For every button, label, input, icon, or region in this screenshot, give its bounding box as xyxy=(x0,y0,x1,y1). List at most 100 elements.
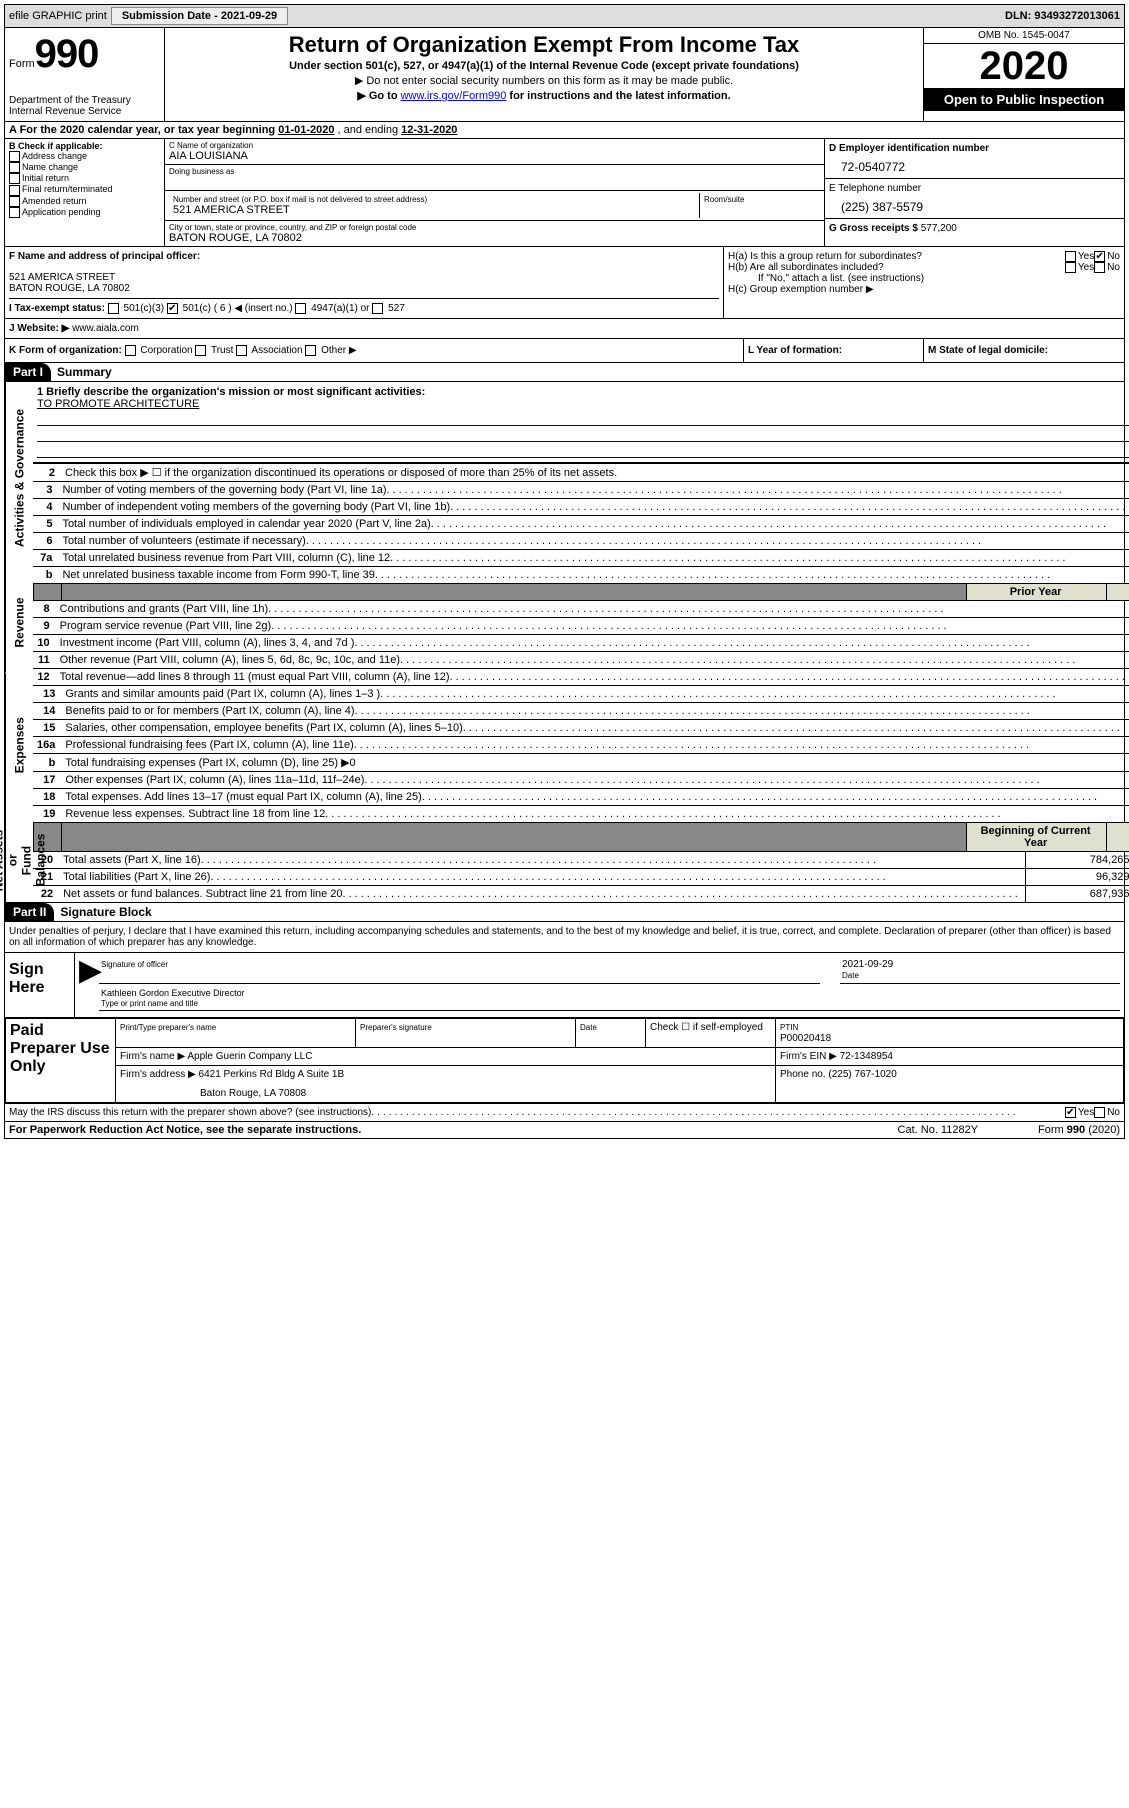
l-label: L Year of formation: xyxy=(748,345,842,356)
table-row: 9Program service revenue (Part VIII, lin… xyxy=(33,618,1129,635)
part2-tab: Part II xyxy=(5,903,54,921)
dln: DLN: 93493272013061 xyxy=(1005,10,1120,22)
vert-netassets: Net Assets orFund Balances xyxy=(5,818,33,902)
pra-notice: For Paperwork Reduction Act Notice, see … xyxy=(9,1124,361,1136)
firm-ein-label: Firm's EIN ▶ xyxy=(780,1051,840,1062)
cb-ha-no[interactable] xyxy=(1094,251,1105,262)
tax-exempt-label: I Tax-exempt status: xyxy=(9,303,105,314)
cb-address-change[interactable]: Address change xyxy=(9,151,160,162)
cb-final-return[interactable]: Final return/terminated xyxy=(9,184,160,195)
tax-year: 2020 xyxy=(924,44,1124,88)
cb-hb-yes[interactable] xyxy=(1065,262,1076,273)
sig-officer-label: Signature of officer xyxy=(101,960,168,969)
table-row: bNet unrelated business taxable income f… xyxy=(33,567,1129,584)
telephone: (225) 387-5579 xyxy=(829,194,1120,214)
sig-date: 2021-09-29 xyxy=(842,959,893,970)
ein: 72-0540772 xyxy=(829,154,1120,174)
col-prior: Prior Year xyxy=(967,584,1107,601)
mission-box: 1 Briefly describe the organization's mi… xyxy=(33,382,1129,463)
dba-label: Doing business as xyxy=(169,167,820,176)
type-label: Type or print name and title xyxy=(101,999,198,1008)
col-h: H(a) Is this a group return for subordin… xyxy=(724,247,1124,318)
part1-tab: Part I xyxy=(5,363,51,381)
col-b: B Check if applicable: Address change Na… xyxy=(5,139,165,246)
cb-corp[interactable] xyxy=(125,345,136,356)
cb-amended[interactable]: Amended return xyxy=(9,196,160,207)
cb-other[interactable] xyxy=(305,345,316,356)
b-label: B Check if applicable: xyxy=(9,141,160,151)
ssn-note: ▶ Do not enter social security numbers o… xyxy=(173,74,915,87)
footer: For Paperwork Reduction Act Notice, see … xyxy=(4,1122,1125,1139)
part1-title: Summary xyxy=(51,363,118,381)
ha-label: H(a) Is this a group return for subordin… xyxy=(728,251,1065,262)
table-row: 12Total revenue—add lines 8 through 11 (… xyxy=(33,669,1129,686)
sign-here-label: Sign Here xyxy=(5,953,75,1017)
cb-trust[interactable] xyxy=(195,345,206,356)
omb-number: OMB No. 1545-0047 xyxy=(924,28,1124,44)
title-box: Return of Organization Exempt From Incom… xyxy=(165,28,924,121)
officer-name-title: Kathleen Gordon Executive Director xyxy=(101,988,245,998)
table-row: 3Number of voting members of the governi… xyxy=(33,482,1129,499)
year-box: OMB No. 1545-0047 2020 Open to Public In… xyxy=(924,28,1124,121)
summary-body: 1 Briefly describe the organization's mi… xyxy=(33,382,1129,902)
hb-note: If "No," attach a list. (see instruction… xyxy=(728,273,1120,284)
ptin: P00020418 xyxy=(780,1033,831,1044)
table-row: bTotal fundraising expenses (Part IX, co… xyxy=(33,754,1129,772)
discuss-row: May the IRS discuss this return with the… xyxy=(5,1103,1124,1121)
firm-ein: 72-1348954 xyxy=(840,1051,893,1062)
cb-hb-no[interactable] xyxy=(1094,262,1105,273)
officer-label: F Name and address of principal officer: xyxy=(9,251,200,262)
k-label: K Form of organization: xyxy=(9,345,122,356)
table-row: 20Total assets (Part X, line 16)784,2658… xyxy=(33,852,1129,869)
cb-501c3[interactable] xyxy=(108,303,119,314)
q2: Check this box ▶ ☐ if the organization d… xyxy=(61,464,1129,482)
table-row: 7aTotal unrelated business revenue from … xyxy=(33,550,1129,567)
public-inspection: Open to Public Inspection xyxy=(924,88,1124,111)
cb-pending[interactable]: Application pending xyxy=(9,207,160,218)
cb-discuss-no[interactable] xyxy=(1094,1107,1105,1118)
dept-label: Department of the Treasury xyxy=(9,95,160,106)
col-f: F Name and address of principal officer:… xyxy=(5,247,724,318)
section-b-c-d: B Check if applicable: Address change Na… xyxy=(4,139,1125,247)
section-f-h: F Name and address of principal officer:… xyxy=(4,247,1125,319)
discuss-label: May the IRS discuss this return with the… xyxy=(9,1107,371,1118)
col-curr: Current Year xyxy=(1107,584,1129,601)
table-row: 22Net assets or fund balances. Subtract … xyxy=(33,886,1129,903)
declaration: Under penalties of perjury, I declare th… xyxy=(5,922,1124,953)
table-row: 5Total number of individuals employed in… xyxy=(33,516,1129,533)
m-label: M State of legal domicile: xyxy=(928,345,1048,356)
table-row: 13Grants and similar amounts paid (Part … xyxy=(33,686,1129,703)
table-row: 6Total number of volunteers (estimate if… xyxy=(33,533,1129,550)
hc-label: H(c) Group exemption number ▶ xyxy=(728,284,1120,295)
cb-527[interactable] xyxy=(372,303,383,314)
street-address: 521 AMERICA STREET xyxy=(173,204,290,216)
cb-501c[interactable] xyxy=(167,303,178,314)
cb-initial-return[interactable]: Initial return xyxy=(9,173,160,184)
website-label: J Website: ▶ xyxy=(9,323,72,334)
exp-rows: 13Grants and similar amounts paid (Part … xyxy=(33,685,1129,822)
cb-assoc[interactable] xyxy=(236,345,247,356)
part2-title: Signature Block xyxy=(54,903,157,921)
prep-sig-label: Preparer's signature xyxy=(360,1023,432,1032)
net-rows: 20Total assets (Part X, line 16)784,2658… xyxy=(33,851,1129,902)
table-row: 10Investment income (Part VIII, column (… xyxy=(33,635,1129,652)
submission-date-button[interactable]: Submission Date - 2021-09-29 xyxy=(111,7,288,25)
part1-body: Activities & Governance Revenue Expenses… xyxy=(4,382,1125,903)
form990-link[interactable]: www.irs.gov/Form990 xyxy=(401,90,507,102)
cb-ha-yes[interactable] xyxy=(1065,251,1076,262)
self-emp-label: Check ☐ if self-employed xyxy=(650,1022,763,1033)
firm-phone-label: Phone no. xyxy=(780,1069,828,1080)
table-row: 21Total liabilities (Part X, line 26)96,… xyxy=(33,869,1129,886)
form-header: Form990 Department of the Treasury Inter… xyxy=(4,28,1125,122)
cb-discuss-yes[interactable] xyxy=(1065,1107,1076,1118)
efile-label: efile GRAPHIC print xyxy=(9,10,107,22)
preparer-table: Paid Preparer Use Only Print/Type prepar… xyxy=(5,1018,1124,1103)
cb-4947[interactable] xyxy=(295,303,306,314)
part1-header: Part I Summary xyxy=(4,363,1125,382)
vert-governance: Activities & Governance xyxy=(5,382,33,573)
org-name: AIA LOUISIANA xyxy=(169,150,248,162)
link-note: ▶ Go to www.irs.gov/Form990 for instruct… xyxy=(173,89,915,102)
cb-name-change[interactable]: Name change xyxy=(9,162,160,173)
col-begin: Beginning of Current Year xyxy=(967,823,1107,852)
date-label: Date xyxy=(842,971,859,980)
